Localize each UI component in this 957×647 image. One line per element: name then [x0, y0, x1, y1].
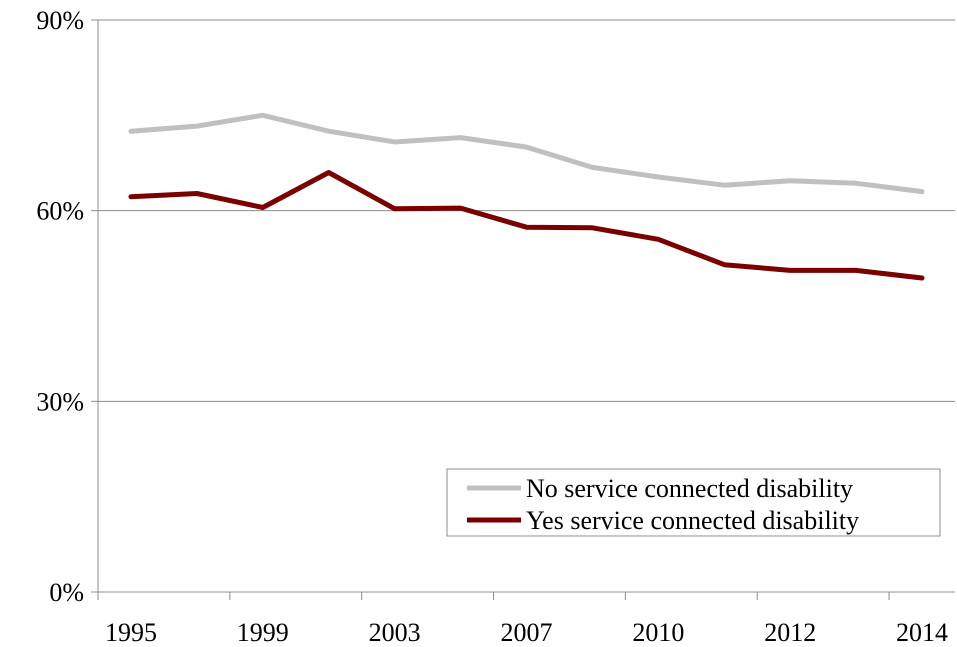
x-tick-label: 1999 — [237, 618, 289, 647]
x-tick-label: 2010 — [632, 618, 684, 647]
x-tick-label: 2012 — [764, 618, 816, 647]
legend-label: Yes service connected disability — [526, 506, 859, 535]
series-line-yes-disability — [128, 170, 925, 281]
y-tick-label: 90% — [36, 6, 84, 35]
y-tick-label: 60% — [36, 197, 84, 226]
y-tick-label: 0% — [49, 578, 84, 607]
x-tick-label: 2014 — [896, 618, 948, 647]
tick-labels: 0% 30% 60% 90% 1995 1999 2003 2007 2010 2012 2014 — [36, 6, 948, 647]
series-line-no-disability — [128, 112, 925, 195]
x-tick-label: 2003 — [369, 618, 421, 647]
x-tick-label: 2007 — [501, 618, 553, 647]
legend-label: No service connected disability — [526, 474, 853, 503]
series-lines — [128, 112, 925, 281]
legend-box — [446, 468, 941, 537]
gridlines — [98, 19, 955, 402]
x-tick-label: 1995 — [105, 618, 157, 647]
axes — [91, 19, 955, 600]
legend: No service connected disability Yes servi… — [446, 468, 941, 537]
y-tick-label: 30% — [36, 387, 84, 416]
